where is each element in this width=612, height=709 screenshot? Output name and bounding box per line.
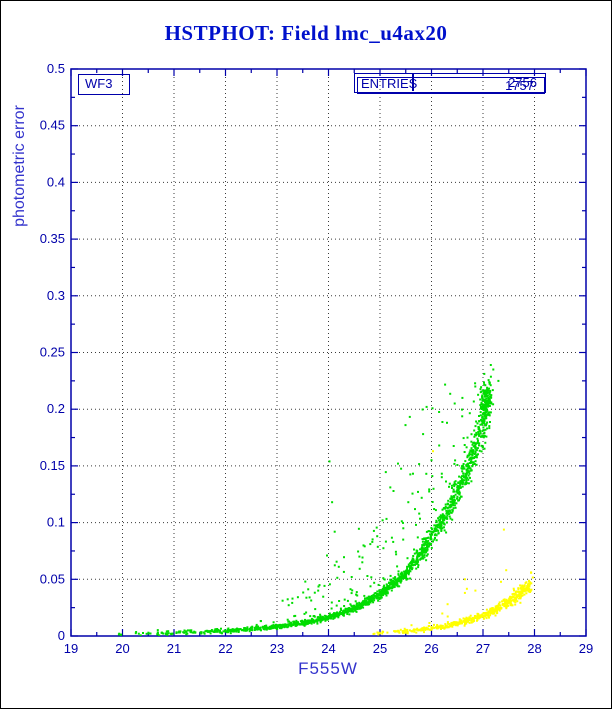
yellow-stars-points xyxy=(372,450,534,636)
x-tick-label: 20 xyxy=(115,641,129,656)
plot-title: HSTPHOT: Field lmc_u4ax20 xyxy=(164,21,448,45)
entries-box: ENTRIES 2756 1757 xyxy=(354,73,546,94)
camera-label-box: WF3 xyxy=(78,74,130,95)
axis-ticks xyxy=(70,68,587,637)
y-axis-label: photometric error xyxy=(11,105,28,227)
tick-labels: 19 20 21 22 23 24 25 26 27 28 29 0 0.05 0.1 0.15 0.2 0.2… xyxy=(40,61,594,656)
grid-lines xyxy=(71,69,586,636)
y-tick-label: 0.5 xyxy=(47,61,65,76)
entries-value-secondary: 1757 xyxy=(505,78,534,93)
wf3-green-stars-points xyxy=(117,364,500,636)
x-tick-label: 27 xyxy=(476,641,490,656)
entries-label: ENTRIES xyxy=(361,76,418,91)
camera-label: WF3 xyxy=(85,76,113,91)
x-tick-label: 25 xyxy=(373,641,387,656)
y-tick-label: 0.1 xyxy=(47,515,65,530)
x-tick-label: 19 xyxy=(64,641,78,656)
y-tick-label: 0.25 xyxy=(40,345,65,360)
y-tick-label: 0.2 xyxy=(47,401,65,416)
y-tick-label: 0.15 xyxy=(40,458,65,473)
plot-box xyxy=(70,68,587,637)
y-tick-label: 0.35 xyxy=(40,231,65,246)
y-tick-label: 0.45 xyxy=(40,118,65,133)
entries-box-divider-line xyxy=(412,74,414,91)
y-tick-label: 0.05 xyxy=(40,571,65,586)
y-tick-label: 0 xyxy=(58,628,65,643)
x-tick-label: 22 xyxy=(218,641,232,656)
x-tick-label: 23 xyxy=(270,641,284,656)
x-axis-label: F555W xyxy=(298,659,358,678)
y-tick-label: 0.4 xyxy=(47,174,65,189)
x-tick-label: 29 xyxy=(579,641,593,656)
x-tick-label: 26 xyxy=(424,641,438,656)
entries-value-primary: 2756 xyxy=(508,75,537,90)
x-tick-label: 21 xyxy=(167,641,181,656)
x-tick-label: 28 xyxy=(527,641,541,656)
y-tick-label: 0.3 xyxy=(47,288,65,303)
x-tick-label: 24 xyxy=(321,641,335,656)
